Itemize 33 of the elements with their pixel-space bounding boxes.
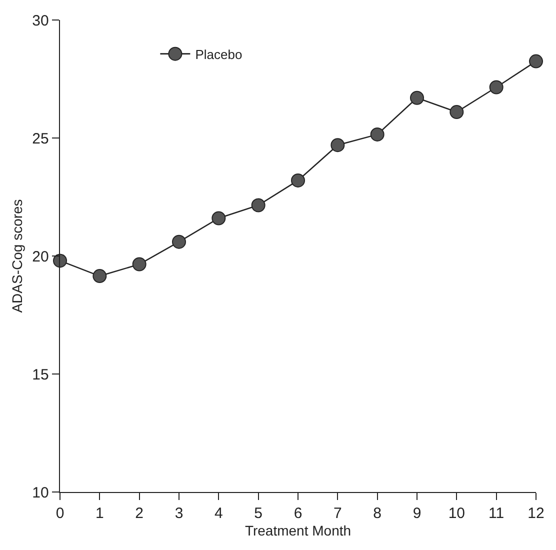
point [370, 127, 384, 142]
x-tick-label: 4 [214, 505, 223, 522]
x-axis-title: Treatment Month [244, 522, 352, 538]
y-tick-label: 25 [32, 130, 49, 148]
point [251, 198, 266, 212]
point [330, 138, 345, 152]
x-tick-label: 9 [412, 505, 422, 522]
legend-label: Placebo [195, 46, 242, 62]
x-tick-label: 12 [528, 505, 544, 522]
y-tick-label: 15 [32, 366, 49, 384]
point [410, 90, 424, 105]
y-axis-title: ADAS-Cog scores [8, 199, 25, 313]
x-tick-label: 3 [174, 505, 184, 522]
x-tick-label: 7 [334, 505, 342, 522]
point [92, 269, 107, 284]
y-tick-label: 20 [32, 248, 49, 266]
y-tick-label: 30 [32, 12, 49, 30]
point [132, 257, 146, 272]
point [450, 105, 464, 120]
x-tick-label: 8 [373, 505, 382, 522]
x-tick-label: 10 [448, 505, 466, 522]
y-tick-label: 10 [32, 484, 49, 502]
point [172, 234, 186, 249]
x-tick-label: 11 [488, 505, 504, 522]
x-tick-label: 0 [56, 505, 64, 522]
point [529, 54, 543, 68]
x-tick-label: 2 [135, 505, 144, 522]
x-tick-label: 6 [294, 505, 302, 522]
point [212, 211, 226, 226]
point [489, 80, 504, 94]
x-tick-label: 1 [96, 505, 104, 522]
point [291, 173, 305, 188]
x-tick-label: 5 [254, 505, 262, 522]
